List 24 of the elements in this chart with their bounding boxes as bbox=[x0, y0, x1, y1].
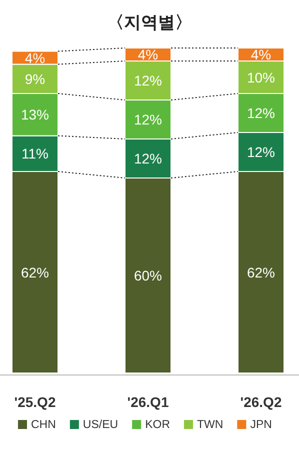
data-label: 11% bbox=[22, 146, 48, 162]
data-label: 12% bbox=[246, 105, 276, 121]
legend-label: TWN bbox=[197, 419, 224, 431]
legend-label: CHN bbox=[31, 419, 56, 431]
x-tick-label: '26.Q2 bbox=[240, 394, 282, 410]
data-label: 4% bbox=[138, 46, 158, 62]
data-label: 9% bbox=[24, 70, 46, 87]
data-label: 10% bbox=[246, 69, 276, 86]
data-label: 4% bbox=[24, 50, 46, 66]
chart-title: 〈지역별〉 bbox=[107, 13, 192, 32]
legend-label: JPN bbox=[250, 419, 272, 431]
x-tick-label: '26.Q1 bbox=[127, 394, 169, 410]
data-label: 13% bbox=[20, 106, 50, 123]
data-label: 12% bbox=[134, 112, 162, 128]
x-tick-label: '25.Q2 bbox=[14, 394, 56, 410]
data-label: 12% bbox=[134, 72, 162, 88]
data-label: 12% bbox=[246, 144, 276, 160]
data-label: 62% bbox=[20, 264, 50, 280]
data-label: 12% bbox=[134, 150, 162, 166]
data-label: 4% bbox=[250, 46, 272, 62]
data-label: 62% bbox=[246, 264, 276, 280]
data-label: 60% bbox=[134, 268, 162, 284]
legend-label: KOR bbox=[145, 419, 170, 431]
legend-label: US/EU bbox=[82, 419, 118, 431]
